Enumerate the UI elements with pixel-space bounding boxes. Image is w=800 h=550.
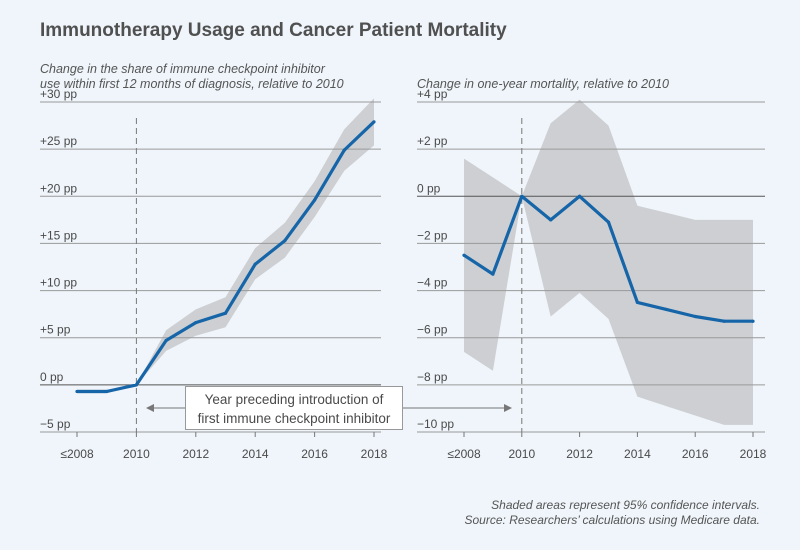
right-data-point <box>635 300 640 304</box>
right-x-tick-label: 2010 <box>508 447 535 461</box>
right-y-tick-label: −2 pp <box>417 228 448 242</box>
left-data-point <box>134 383 138 387</box>
left-y-tick-label: +20 pp <box>40 181 77 195</box>
right-data-point <box>606 220 611 224</box>
right-data-point <box>693 314 697 319</box>
left-data-point <box>253 262 257 266</box>
annotation-arrow-left-head <box>146 404 154 412</box>
left-data-point <box>372 120 376 124</box>
right-data-point <box>520 194 524 198</box>
right-x-tick-label: ≤2008 <box>447 447 481 461</box>
right-confidence-band <box>464 99 753 425</box>
right-data-point <box>722 319 726 323</box>
footnote-ci: Shaded areas represent 95% confidence in… <box>491 498 760 512</box>
right-y-tick-label: +4 pp <box>417 87 448 101</box>
right-x-tick-label: 2012 <box>566 447 593 461</box>
left-confidence-band <box>77 98 374 394</box>
left-data-point <box>283 239 287 243</box>
right-x-tick-label: 2018 <box>740 447 767 461</box>
left-y-tick-label: +25 pp <box>40 134 77 148</box>
left-y-tick-label: +5 pp <box>40 323 71 337</box>
right-data-point <box>751 319 755 323</box>
left-subtitle-line-2: use within first 12 months of diagnosis,… <box>40 77 344 91</box>
left-data-point <box>342 148 346 152</box>
left-data-point <box>164 338 168 343</box>
left-data-point <box>105 389 109 394</box>
right-data-point <box>491 272 495 276</box>
left-data-point <box>223 311 228 315</box>
left-x-tick-label: 2018 <box>361 447 388 461</box>
right-y-tick-label: −6 pp <box>417 323 448 337</box>
right-chart-subtitle: Change in one-year mortality, relative t… <box>417 77 669 91</box>
right-x-tick-label: 2016 <box>682 447 709 461</box>
left-data-point <box>75 389 79 394</box>
left-subtitle-line-1: Change in the share of immune checkpoint… <box>40 62 325 76</box>
left-data-point <box>313 198 317 202</box>
left-x-tick-label: 2010 <box>123 447 150 461</box>
right-data-point <box>462 253 466 257</box>
left-y-tick-label: +15 pp <box>40 228 77 242</box>
annotation-line-1: Year preceding introduction of <box>204 392 384 407</box>
right-y-tick-label: +2 pp <box>417 134 448 148</box>
right-data-point <box>664 307 668 312</box>
footnote-source: Source: Researchers’ calculations using … <box>464 513 761 527</box>
left-y-tick-label: +10 pp <box>40 276 77 290</box>
annotation-box: Year preceding introduction of first imm… <box>185 386 403 430</box>
right-y-tick-label: 0 pp <box>417 181 441 195</box>
left-x-tick-label: 2014 <box>242 447 269 461</box>
left-y-tick-label: +30 pp <box>40 87 77 101</box>
right-data-point <box>549 218 553 222</box>
right-data-point <box>578 194 582 198</box>
left-x-tick-label: 2016 <box>301 447 328 461</box>
annotation-line-2: first immune checkpoint inhibitor <box>197 411 391 426</box>
left-chart-subtitle: Change in the share of immune checkpoint… <box>40 62 380 92</box>
chart-title: Immunotherapy Usage and Cancer Patient M… <box>40 20 507 41</box>
right-x-tick-label: 2014 <box>624 447 651 461</box>
left-y-tick-label: 0 pp <box>40 370 64 384</box>
right-y-tick-label: −8 pp <box>417 370 448 384</box>
left-x-tick-label: ≤2008 <box>60 447 94 461</box>
left-y-tick-label: −5 pp <box>40 417 71 431</box>
left-x-tick-label: 2012 <box>182 447 209 461</box>
right-y-tick-label: −4 pp <box>417 276 448 290</box>
annotation-arrow-right-head <box>504 404 512 412</box>
left-data-point <box>194 321 198 325</box>
right-y-tick-label: −10 pp <box>417 417 454 431</box>
